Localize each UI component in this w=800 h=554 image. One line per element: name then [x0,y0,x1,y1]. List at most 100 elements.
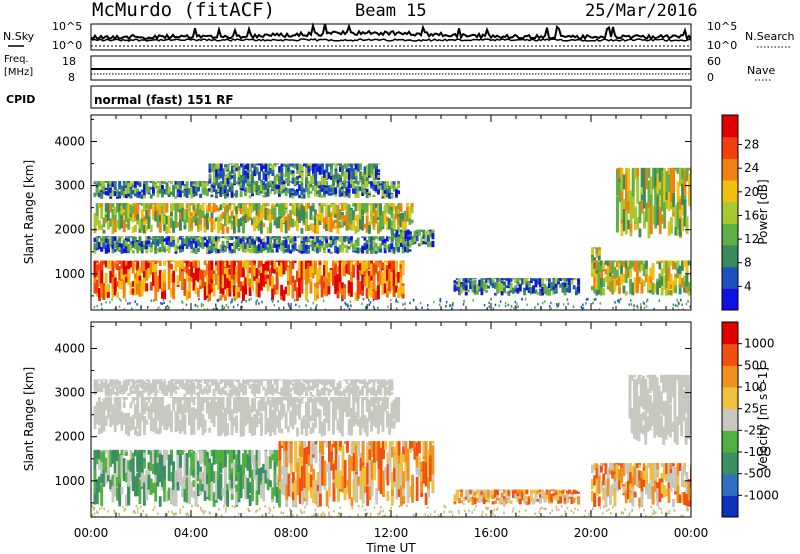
scatter-speck [628,303,630,306]
data-cell [293,189,297,196]
scatter-speck [377,306,379,310]
data-cell [251,170,255,181]
data-cell [399,260,403,265]
data-cell [262,242,266,248]
data-cell [221,245,225,252]
data-cell [125,223,128,228]
data-cell [224,187,227,195]
data-cell [104,287,108,298]
data-cell [642,280,646,287]
data-cell [237,260,241,277]
data-cell [206,274,209,293]
data-cell [136,451,140,473]
data-cell [251,236,254,239]
data-cell [165,203,169,207]
data-cell [645,268,648,274]
data-cell [266,278,270,292]
scatter-speck [93,305,96,309]
data-cell [388,268,392,286]
data-cell [257,449,261,465]
data-cell [397,181,401,189]
data-cell [152,203,155,205]
scatter-speck [255,302,257,306]
data-cell [352,169,356,178]
data-cell [188,203,191,213]
data-cell [309,166,313,170]
data-cell [257,243,261,251]
data-cell [262,194,266,198]
data-cell [634,167,637,180]
scatter-speck [566,298,569,301]
data-cell [122,181,126,183]
data-cell [384,467,388,481]
data-cell [113,260,117,262]
data-cell [350,272,353,288]
data-cell [383,181,387,183]
data-cell [294,163,297,166]
data-cell [100,270,104,284]
data-cell [368,191,371,194]
data-cell [111,189,115,196]
data-cell [554,278,558,283]
scatter-speck [677,301,680,304]
data-cell [244,189,248,194]
data-cell [111,181,115,187]
data-cell [217,182,221,186]
data-cell [300,187,304,190]
data-cell [235,206,239,218]
data-cell [215,449,218,462]
data-cell [282,173,286,177]
data-cell [392,269,396,286]
data-cell [386,464,390,482]
data-cell [170,181,173,184]
data-cell [172,260,176,262]
data-cell [294,164,297,169]
colorbar-tick-label: 24 [744,161,759,175]
data-cell [185,203,189,208]
data-cell [395,244,398,251]
scatter-speck [344,301,346,305]
data-cell [332,463,336,480]
data-cell [163,189,167,195]
data-cell [203,218,207,228]
data-cell [359,186,362,192]
data-cell [303,448,307,471]
data-cell [381,236,385,241]
data-cell [280,465,284,475]
data-cell [397,203,401,210]
data-cell [627,260,630,267]
data-cell [391,441,394,446]
data-cell [365,273,369,289]
data-cell [516,282,520,287]
data-cell [95,279,99,294]
data-cell [352,182,356,190]
data-cell [386,216,389,221]
data-cell [429,242,433,247]
data-cell [390,181,394,189]
data-cell [242,171,246,181]
data-cell [485,278,488,281]
colorbar-frame [721,114,739,311]
data-cell [685,167,689,182]
data-cell [102,229,106,234]
data-cell [356,185,360,192]
data-cell [118,219,122,230]
data-cell [129,244,133,251]
data-cell [420,229,424,232]
data-cell [294,479,298,500]
data-cell [197,262,200,281]
scatter-speck [307,299,309,303]
data-cell [413,441,417,460]
data-cell [188,269,191,277]
data-cell [339,163,342,165]
data-cell [350,441,354,454]
data-cell [93,192,97,197]
data-cell [278,453,282,482]
data-cell [355,444,358,473]
data-cell [269,223,272,234]
data-cell [237,169,241,179]
data-cell [509,278,513,282]
data-cell [368,225,371,234]
data-cell [363,188,367,193]
data-cell [395,239,399,247]
